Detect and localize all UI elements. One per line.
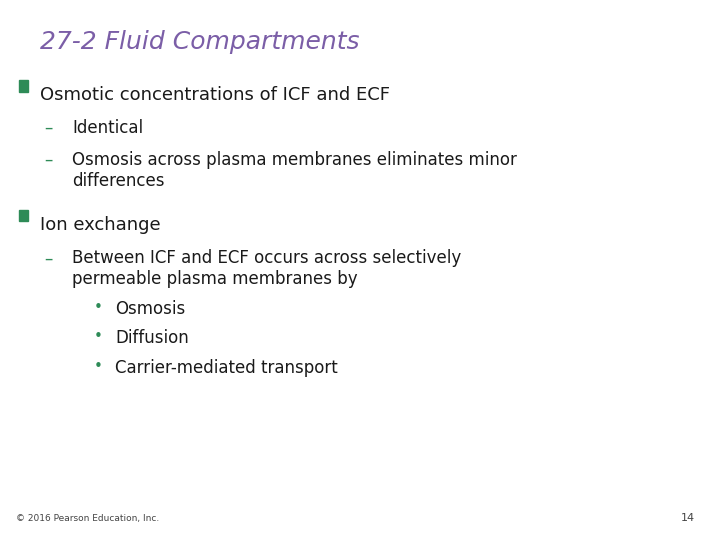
Text: –: – xyxy=(45,151,53,169)
Text: Identical: Identical xyxy=(72,119,143,137)
FancyBboxPatch shape xyxy=(19,80,28,92)
Text: Osmosis: Osmosis xyxy=(115,300,186,318)
Text: Osmosis across plasma membranes eliminates minor
differences: Osmosis across plasma membranes eliminat… xyxy=(72,151,517,190)
Text: Osmotic concentrations of ICF and ECF: Osmotic concentrations of ICF and ECF xyxy=(40,86,390,104)
Text: 14: 14 xyxy=(680,512,695,523)
Text: © 2016 Pearson Education, Inc.: © 2016 Pearson Education, Inc. xyxy=(16,514,159,523)
Text: •: • xyxy=(94,359,102,374)
Text: –: – xyxy=(45,119,53,137)
Text: –: – xyxy=(45,249,53,267)
Text: Between ICF and ECF occurs across selectively
permeable plasma membranes by: Between ICF and ECF occurs across select… xyxy=(72,249,462,288)
Text: •: • xyxy=(94,300,102,315)
Text: 27-2 Fluid Compartments: 27-2 Fluid Compartments xyxy=(40,30,359,53)
Text: •: • xyxy=(94,329,102,345)
FancyBboxPatch shape xyxy=(19,210,28,221)
Text: Carrier-mediated transport: Carrier-mediated transport xyxy=(115,359,338,376)
Text: Ion exchange: Ion exchange xyxy=(40,216,161,234)
Text: Diffusion: Diffusion xyxy=(115,329,189,347)
